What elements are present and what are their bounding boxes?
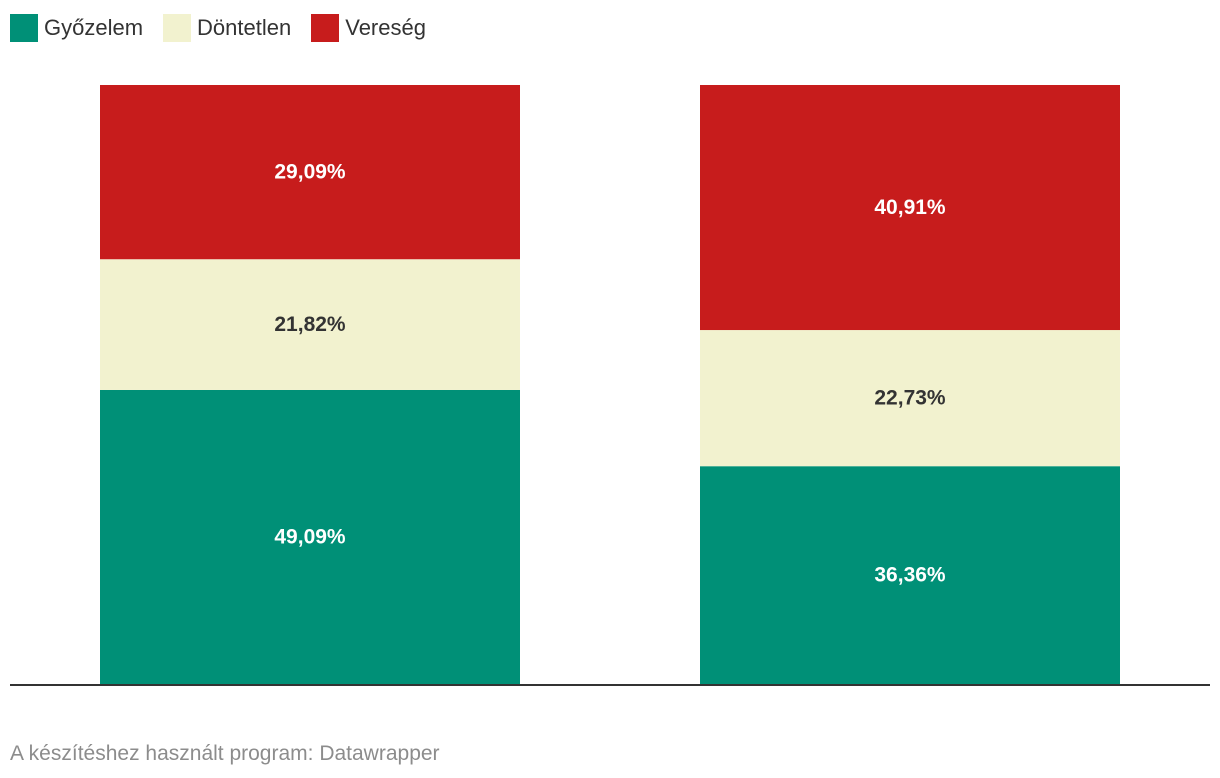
legend-swatch-dontetlen [163, 14, 192, 42]
legend-label-gyozelem: Győzelem [44, 15, 144, 40]
data-label-1-2: 21,82% [274, 313, 346, 336]
bar-segment-2-1 [700, 466, 1120, 684]
legend: Győzelem Döntetlen Vereség [10, 14, 446, 42]
data-label-1-1: 49,09% [274, 525, 346, 548]
stacked-bar-chart: 49,09% 21,82% 29,09% 36,36% 22,73% 40,91% [10, 85, 1210, 686]
legend-swatch-vereseg [311, 14, 340, 42]
bar-segment-2-2 [700, 330, 1120, 467]
data-label-2-2: 22,73% [874, 387, 946, 410]
legend-item-vereseg: Vereség [311, 14, 426, 42]
legend-label-dontetlen: Döntetlen [197, 15, 292, 40]
legend-swatch-gyozelem [10, 14, 38, 42]
data-label-1-3: 29,09% [274, 161, 346, 184]
bar-segment-1-2 [100, 259, 520, 390]
bar-group [100, 85, 1120, 684]
bar-segment-1-3 [100, 85, 520, 260]
legend-item-gyozelem: Győzelem [10, 14, 143, 42]
legend-label-vereseg: Vereség [345, 15, 426, 40]
footer-credit: A készítéshez használt program: Datawrap… [10, 742, 440, 765]
data-label-2-1: 36,36% [874, 564, 946, 587]
bar-segment-2-3 [700, 85, 1120, 331]
data-label-2-3: 40,91% [874, 196, 946, 219]
legend-item-dontetlen: Döntetlen [163, 14, 291, 42]
bar-segment-1-1 [100, 389, 520, 684]
data-label-group: 49,09% 21,82% 29,09% 36,36% 22,73% 40,91% [274, 161, 946, 587]
